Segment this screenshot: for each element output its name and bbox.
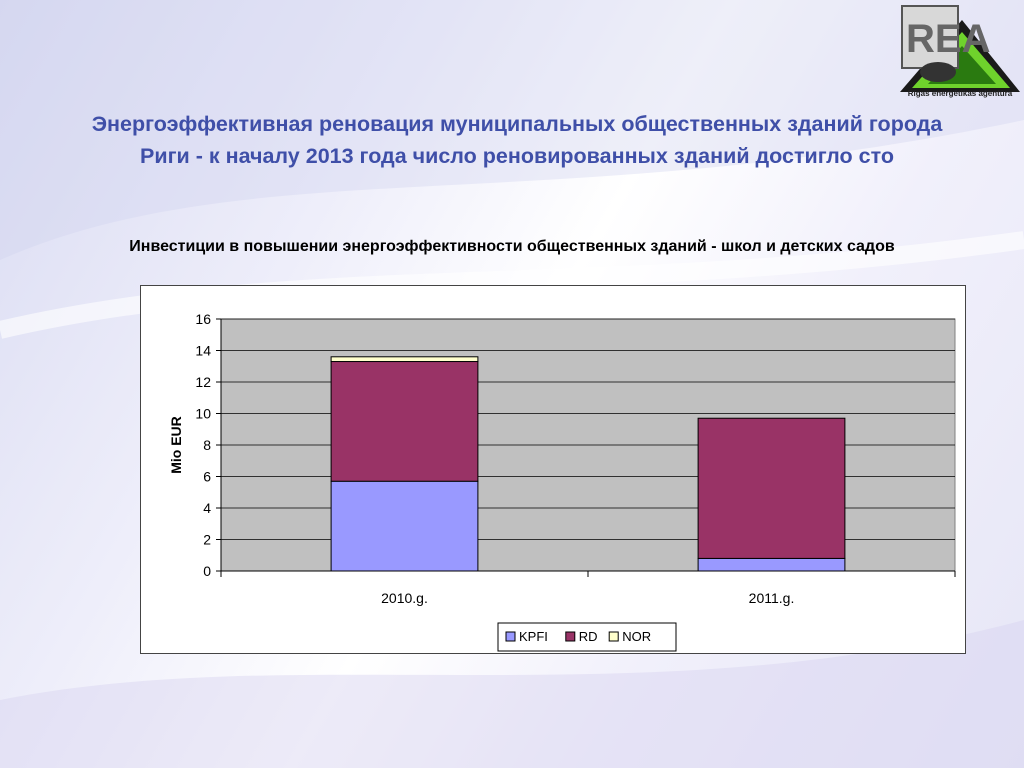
y-tick-label: 14 (195, 343, 211, 359)
y-tick-label: 8 (203, 437, 211, 453)
bar-kpfi-0 (330, 480, 479, 572)
chart-container: 0 2 4 6 8 10 12 14 16 2010.g. 2011.g. Mio EUR KPFI RD… (140, 285, 966, 654)
legend-label-nor: NOR (622, 629, 651, 644)
slide-title-line-1: Энергоэффективная реновация муниципальны… (91, 112, 943, 136)
legend-swatch-kpfi (505, 631, 516, 642)
y-tick-label: 0 (203, 563, 211, 579)
stacked-bar-chart: 0 2 4 6 8 10 12 14 16 2010.g. 2011.g. Mio EUR KPFI RD… (168, 311, 956, 652)
x-tick-label: 2011.g. (749, 590, 795, 606)
bar-nor-0 (330, 356, 479, 363)
y-tick-label: 10 (195, 406, 211, 422)
legend (497, 622, 677, 652)
slide-title: Энергоэффективная реновация муниципальны… (10, 108, 1024, 172)
bar-rd-1 (697, 417, 846, 559)
y-tick-label: 4 (203, 500, 211, 516)
legend-swatch-rd (565, 631, 576, 642)
chart-subtitle: Инвестиции в повышении энергоэффективнос… (129, 238, 895, 255)
y-tick-label: 6 (203, 469, 211, 485)
bar-kpfi-1 (697, 557, 846, 572)
slide-title-line-2: Риги - к началу 2013 года число реновиро… (140, 144, 894, 168)
logo-caption: Rīgas enerģētikas aģentūra (907, 89, 1013, 98)
svg-text:REA: REA (906, 17, 990, 61)
y-tick-label: 12 (195, 374, 211, 390)
y-tick-label: 16 (195, 311, 211, 327)
y-axis-label: Mio EUR (168, 416, 184, 474)
legend-swatch-nor (608, 631, 619, 642)
rea-logo: REA (892, 0, 1024, 100)
x-tick-label: 2010.g. (381, 590, 428, 606)
bar-rd-0 (330, 361, 479, 482)
legend-label-kpfi: KPFI (519, 629, 548, 644)
y-tick-label: 2 (203, 532, 211, 548)
legend-label-rd: RD (579, 629, 598, 644)
